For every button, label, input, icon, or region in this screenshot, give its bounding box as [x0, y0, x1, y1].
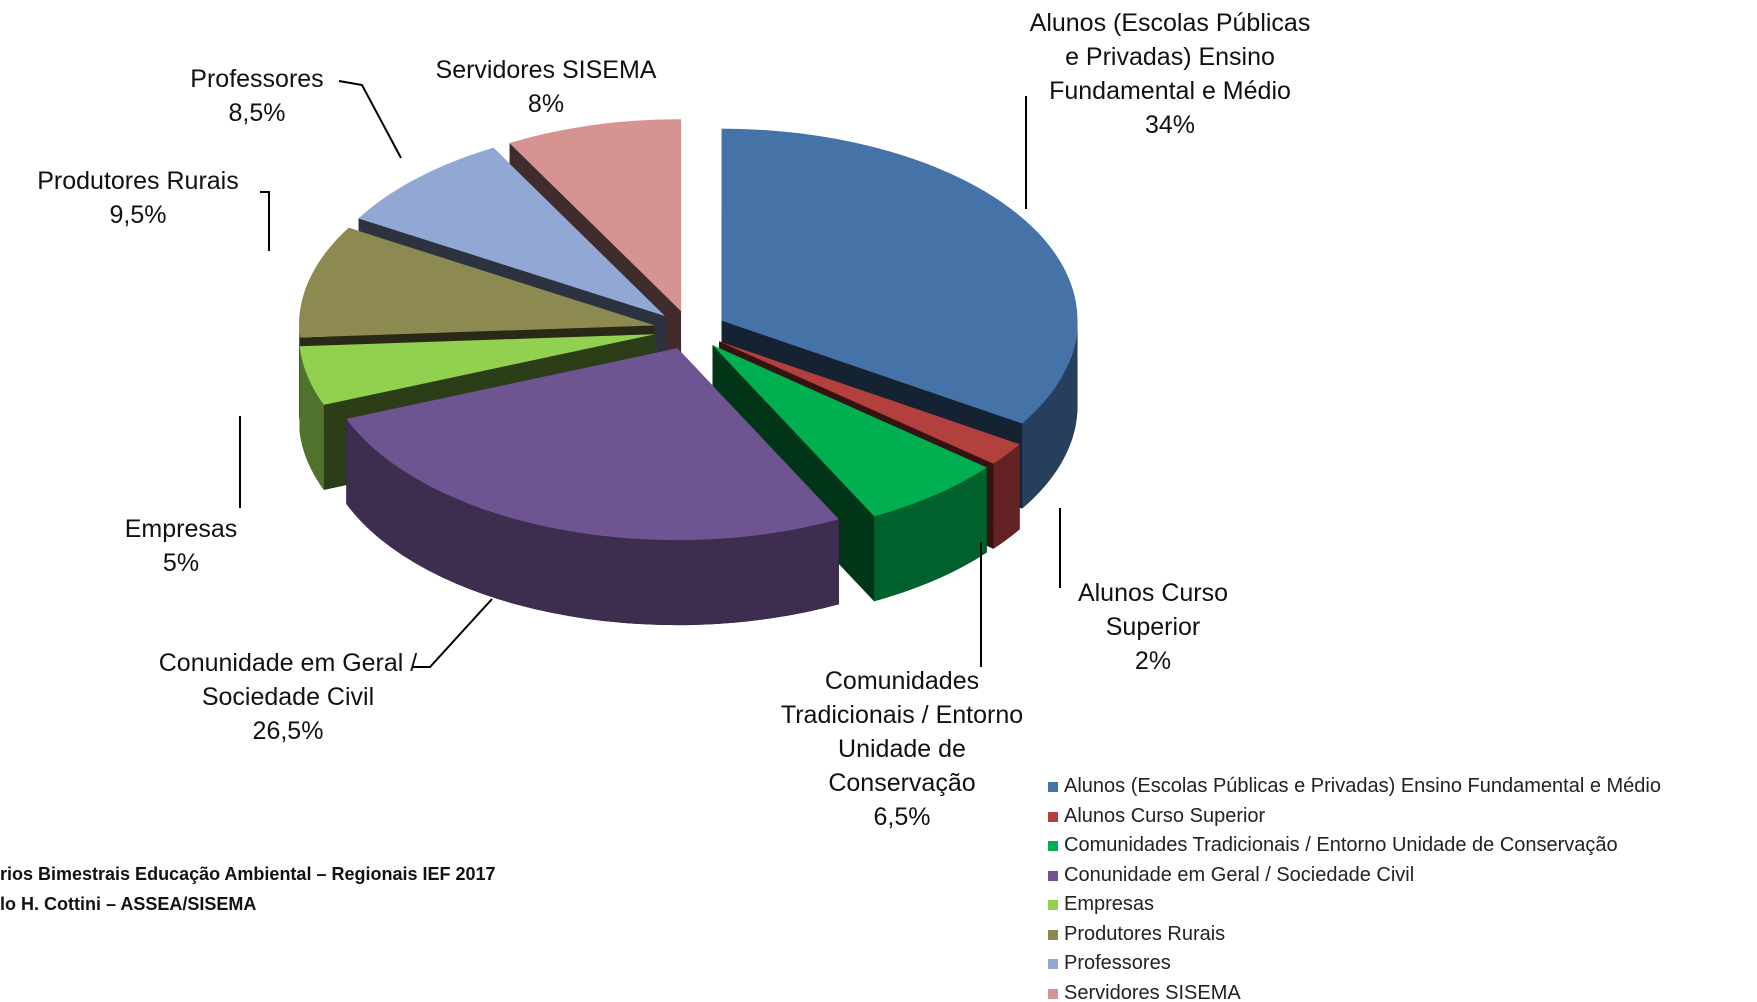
legend-label: Produtores Rurais: [1064, 922, 1226, 945]
legend-swatch: [1048, 811, 1058, 822]
slice: [721, 128, 1078, 424]
slice: [509, 119, 682, 312]
data-label: Alunos Curso Superior 2%: [1053, 576, 1253, 678]
legend-swatch: [1048, 988, 1058, 999]
data-label-name: Alunos (Escolas Públicas e Privadas) Ens…: [1029, 9, 1311, 105]
data-label: Empresas 5%: [81, 512, 281, 580]
legend-swatch: [1048, 959, 1058, 969]
data-label-value: 8,5%: [228, 99, 286, 127]
source-line: rios Bimestrais Educação Ambiental – Reg…: [0, 864, 496, 884]
leader-line: [260, 191, 270, 251]
legend-entry: Servidores SISEMA: [1048, 982, 1241, 1002]
data-label-name: Produtores Rurais: [37, 167, 239, 195]
slice-side: [299, 346, 324, 490]
slice: [346, 348, 839, 541]
data-label-value: 6,5%: [873, 803, 931, 831]
legend-label: Alunos (Escolas Públicas e Privadas) Ens…: [1064, 775, 1661, 797]
slice: [298, 227, 655, 338]
legend-swatch: [1048, 929, 1058, 940]
data-label-name: Professores: [190, 65, 324, 93]
data-label-name: Conunidade em Geral / Sociedade Civil: [158, 649, 418, 711]
data-label-name: Servidores SISEMA: [435, 56, 657, 84]
leader-line: [338, 80, 402, 159]
legend-swatch: [1048, 870, 1058, 881]
slice-side: [993, 444, 1020, 549]
data-label-value: 2%: [1134, 647, 1172, 675]
legend-swatch: [1048, 900, 1058, 910]
slice-side: [1022, 320, 1078, 509]
leader-line: [412, 598, 493, 668]
data-label: Alunos (Escolas Públicas e Privadas) Ens…: [1020, 6, 1320, 142]
data-label-value: 34%: [1144, 111, 1196, 139]
data-label: Servidores SISEMA 8%: [396, 53, 696, 121]
legend-entry: Comunidades Tradicionais / Entorno Unida…: [1048, 834, 1618, 856]
data-label: Comunidades Tradicionais / Entorno Unida…: [762, 664, 1042, 834]
legend-entry: Conunidade em Geral / Sociedade Civil: [1048, 864, 1414, 886]
legend-label: Empresas: [1064, 893, 1155, 915]
data-label-value: 5%: [162, 549, 200, 577]
data-label-name: Alunos Curso Superior: [1077, 579, 1229, 641]
slice: [719, 341, 1020, 464]
slice: [712, 345, 987, 517]
data-label: Professores 8,5%: [157, 62, 357, 130]
data-label: Conunidade em Geral / Sociedade Civil 26,…: [153, 646, 423, 748]
legend-swatch: [1048, 841, 1058, 851]
data-label-value: 9,5%: [109, 201, 167, 229]
data-label-value: 26,5%: [252, 717, 324, 745]
data-label-name: Comunidades Tradicionais / Entorno Unida…: [780, 667, 1024, 797]
data-label-value: 8%: [527, 90, 565, 118]
legend-entry: Professores: [1048, 952, 1171, 974]
legend-label: Conunidade em Geral / Sociedade Civil: [1064, 863, 1415, 886]
legend-entry: Alunos (Escolas Públicas e Privadas) Ens…: [1048, 775, 1661, 797]
legend-entry: Alunos Curso Superior: [1048, 805, 1265, 827]
legend-entry: Empresas: [1048, 893, 1154, 915]
legend-swatch: [1048, 782, 1058, 792]
slice-side: [874, 467, 987, 602]
source-line: lo H. Cottini – ASSEA/SISEMA: [0, 894, 257, 914]
slice-side: [298, 325, 300, 423]
slice: [299, 334, 655, 405]
legend-label: Alunos Curso Superior: [1064, 804, 1266, 827]
data-label: Produtores Rurais 9,5%: [0, 164, 288, 232]
legend-entry: Produtores Rurais: [1048, 923, 1225, 945]
legend-label: Servidores SISEMA: [1064, 981, 1241, 1002]
legend-label: Comunidades Tradicionais / Entorno Unida…: [1064, 834, 1618, 856]
legend-label: Professores: [1064, 952, 1171, 974]
slice-side: [346, 418, 839, 626]
slice: [358, 147, 665, 317]
data-label-name: Empresas: [124, 515, 238, 543]
